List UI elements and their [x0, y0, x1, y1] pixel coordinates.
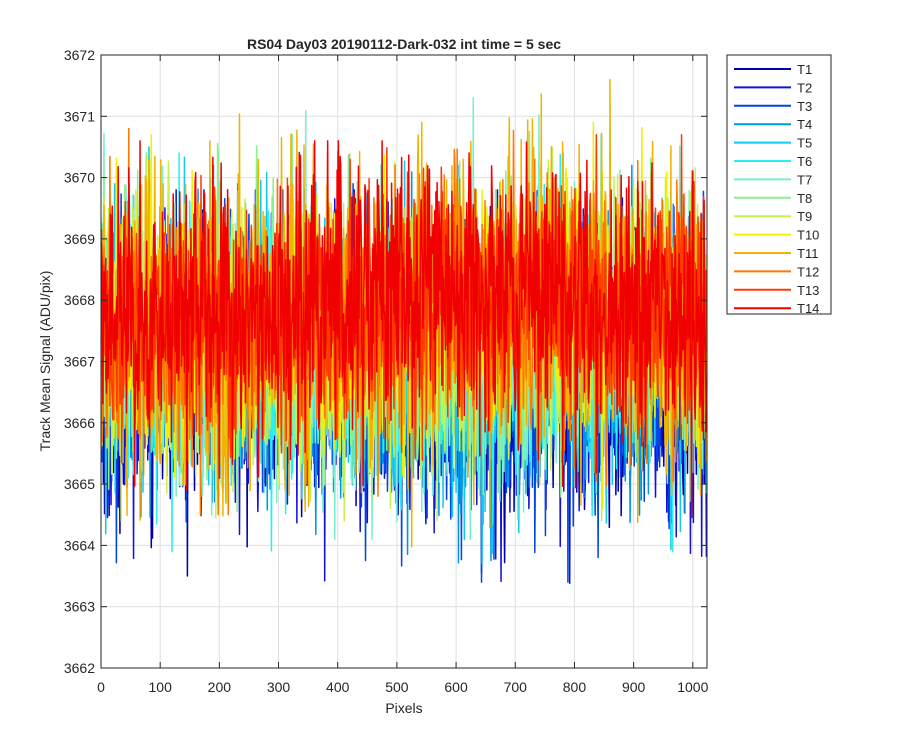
y-tick-label: 3671: [64, 108, 95, 124]
legend-label-T11: T11: [797, 246, 818, 261]
y-tick-label: 3670: [64, 170, 95, 186]
x-tick-label: 0: [97, 679, 105, 695]
legend-label-T12: T12: [797, 264, 819, 279]
y-ticks: 3662 3663 3664 3665 3666 3667 3668 3669 3670 3671…: [64, 47, 707, 676]
y-tick-label: 3664: [64, 537, 95, 553]
y-axis-label: Track Mean Signal (ADU/pix): [37, 271, 53, 452]
legend-label-T4: T4: [797, 117, 812, 132]
x-tick-label: 1000: [677, 679, 708, 695]
legend-label-T10: T10: [797, 228, 819, 243]
x-tick-label: 800: [563, 679, 587, 695]
legend-label-T8: T8: [797, 191, 812, 206]
chart-title: RS04 Day03 20190112-Dark-032 int time = …: [247, 36, 561, 52]
y-tick-label: 3663: [64, 599, 95, 615]
x-tick-label: 600: [444, 679, 468, 695]
legend-label-T9: T9: [797, 209, 812, 224]
y-tick-label: 3667: [64, 354, 95, 370]
x-axis-label: Pixels: [385, 700, 422, 716]
legend: T1 T2 T3 T4 T5 T6 T7 T8 T9 T10 T11 T12 T13 T14: [726, 54, 832, 316]
legend-items: T1 T2 T3 T4 T5 T6 T7 T8 T9 T10 T11 T12 T13 T14: [734, 62, 819, 316]
y-tick-label: 3669: [64, 231, 95, 247]
legend-label-T2: T2: [797, 80, 812, 95]
x-tick-label: 700: [504, 679, 528, 695]
legend-label-T1: T1: [797, 62, 812, 77]
legend-label-T14: T14: [797, 301, 819, 316]
legend-label-T3: T3: [797, 99, 812, 114]
series-line-T13: [101, 133, 707, 466]
y-tick-label: 3668: [64, 292, 95, 308]
series-layer: [101, 78, 707, 585]
x-tick-label: 500: [385, 679, 409, 695]
legend-label-T6: T6: [797, 154, 812, 169]
x-tick-label: 900: [622, 679, 646, 695]
x-tick-label: 400: [326, 679, 350, 695]
x-tick-label: 300: [267, 679, 291, 695]
y-tick-label: 3666: [64, 415, 95, 431]
y-tick-label: 3665: [64, 476, 95, 492]
y-tick-label: 3662: [64, 660, 95, 676]
x-ticks: 0 100 200 300 400 500 600 700 800 900 1000: [97, 55, 709, 695]
x-tick-label: 100: [149, 679, 173, 695]
legend-label-T7: T7: [797, 172, 812, 187]
legend-label-T5: T5: [797, 136, 812, 151]
series-line-T14: [101, 140, 707, 518]
plot-area: 0 100 200 300 400 500 600 700 800 900 1000 3662366…: [64, 47, 709, 695]
x-tick-label: 200: [208, 679, 232, 695]
legend-label-T13: T13: [797, 283, 819, 298]
y-tick-label: 3672: [64, 47, 95, 63]
